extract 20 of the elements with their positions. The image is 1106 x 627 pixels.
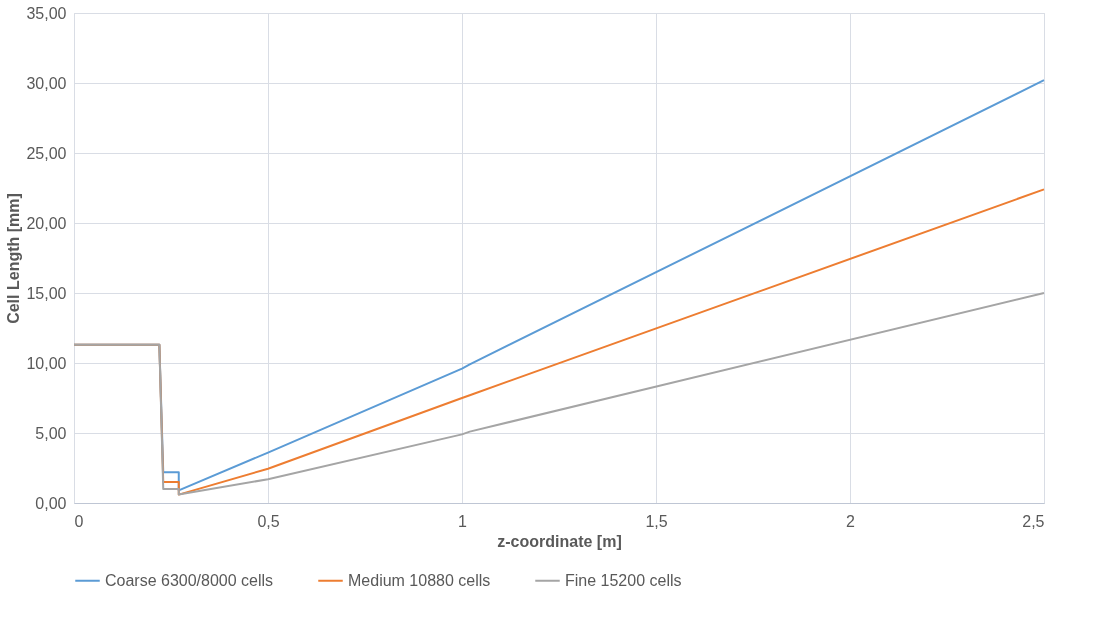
y-tick-label: 0,00 (35, 494, 67, 512)
x-tick-label: 2 (846, 512, 856, 530)
y-tick-label: 35,00 (26, 4, 67, 22)
x-axis-title: z-coordinate [m] (497, 532, 622, 550)
y-tick-label: 30,00 (26, 74, 67, 92)
y-tick-label: 15,00 (26, 284, 67, 302)
x-tick-label: 1,5 (645, 512, 668, 530)
legend-label: Medium 10880 cells (348, 571, 491, 589)
y-tick-label: 20,00 (26, 214, 67, 232)
x-tick-label: 2,5 (1022, 512, 1045, 530)
y-tick-label: 10,00 (26, 354, 67, 372)
legend-label: Fine 15200 cells (565, 571, 682, 589)
x-tick-label: 0 (74, 512, 84, 530)
x-tick-label: 1 (458, 512, 468, 530)
y-tick-label: 5,00 (35, 424, 67, 442)
line-series (73, 292, 1045, 496)
y-axis-title: Cell Length [mm] (5, 193, 23, 324)
y-tick-label: 25,00 (26, 144, 67, 162)
x-tick-label: 0,5 (257, 512, 280, 530)
legend-label: Coarse 6300/8000 cells (105, 571, 274, 589)
